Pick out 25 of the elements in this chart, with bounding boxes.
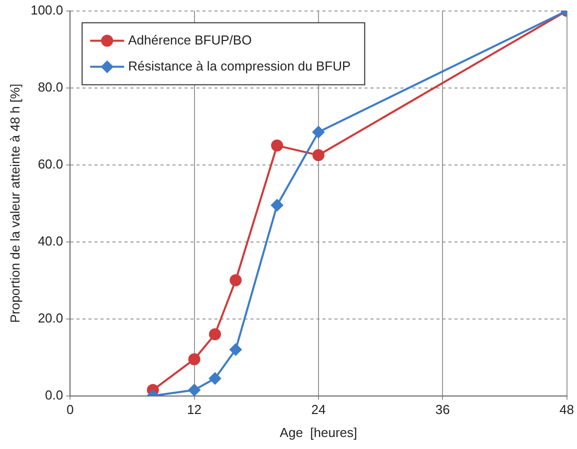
point <box>208 328 221 340</box>
x-tick-label: 48 <box>560 402 574 418</box>
point <box>230 344 242 356</box>
point <box>230 274 242 286</box>
y-axis-title: Proportion de la valeur atteinte à 48 h [%] <box>7 84 22 323</box>
y-tick-label: 60.0 <box>38 156 64 172</box>
legend-label: Adhérence BFUP/BO <box>128 32 252 48</box>
x-tick-label: 12 <box>187 402 202 418</box>
point <box>271 140 284 152</box>
point <box>208 372 221 384</box>
x-axis-title: Age [heures] <box>280 424 358 440</box>
y-tick-label: 20.0 <box>38 310 64 326</box>
y-tick-label: 100.0 <box>30 2 64 18</box>
point <box>312 149 324 162</box>
point <box>188 384 200 396</box>
legend-label: Résistance à la compression du BFUP <box>128 58 351 74</box>
point <box>188 353 200 366</box>
point <box>271 199 284 212</box>
y-tick-label: 40.0 <box>38 233 64 248</box>
x-tick-label: 0 <box>66 402 74 418</box>
point <box>312 126 324 138</box>
y-tick-label: 0.0 <box>45 387 64 402</box>
x-tick-label: 24 <box>311 402 326 418</box>
x-tick-label: 36 <box>435 402 450 418</box>
y-tick-label: 80.0 <box>38 79 64 94</box>
